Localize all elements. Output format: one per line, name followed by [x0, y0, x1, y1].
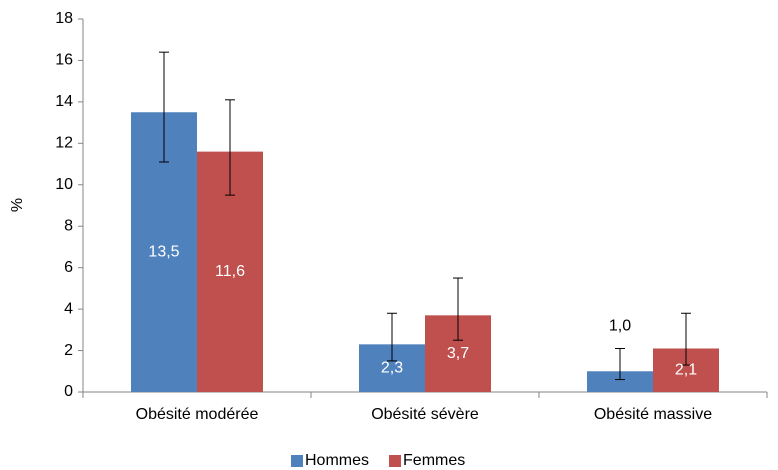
legend-swatch — [291, 455, 303, 467]
y-tick-label: 8 — [64, 217, 73, 234]
y-tick-label: 10 — [55, 176, 73, 193]
y-tick-label: 4 — [64, 300, 73, 317]
data-label: 2,1 — [675, 361, 697, 378]
y-tick-label: 18 — [55, 10, 73, 27]
y-tick-label: 0 — [64, 383, 73, 400]
data-label: 1,0 — [609, 318, 631, 335]
x-tick-label: Obésité massive — [594, 406, 712, 423]
data-label: 2,3 — [381, 359, 403, 376]
bar — [587, 371, 653, 392]
legend-label: Femmes — [403, 452, 465, 469]
data-label: 3,7 — [447, 345, 469, 362]
y-tick-label: 12 — [55, 135, 73, 152]
y-tick-label: 2 — [64, 342, 73, 359]
legend-label: Hommes — [305, 452, 369, 469]
legend-swatch — [389, 455, 402, 467]
x-tick-label: Obésité sévère — [371, 406, 479, 423]
data-label: 11,6 — [215, 263, 245, 280]
y-tick-label: 14 — [55, 93, 73, 110]
y-axis-label: % — [9, 198, 26, 212]
y-tick-label: 16 — [55, 52, 73, 69]
y-tick-label: 6 — [64, 259, 73, 276]
x-tick-label: Obésité modérée — [136, 406, 259, 423]
data-label: 13,5 — [148, 243, 179, 260]
